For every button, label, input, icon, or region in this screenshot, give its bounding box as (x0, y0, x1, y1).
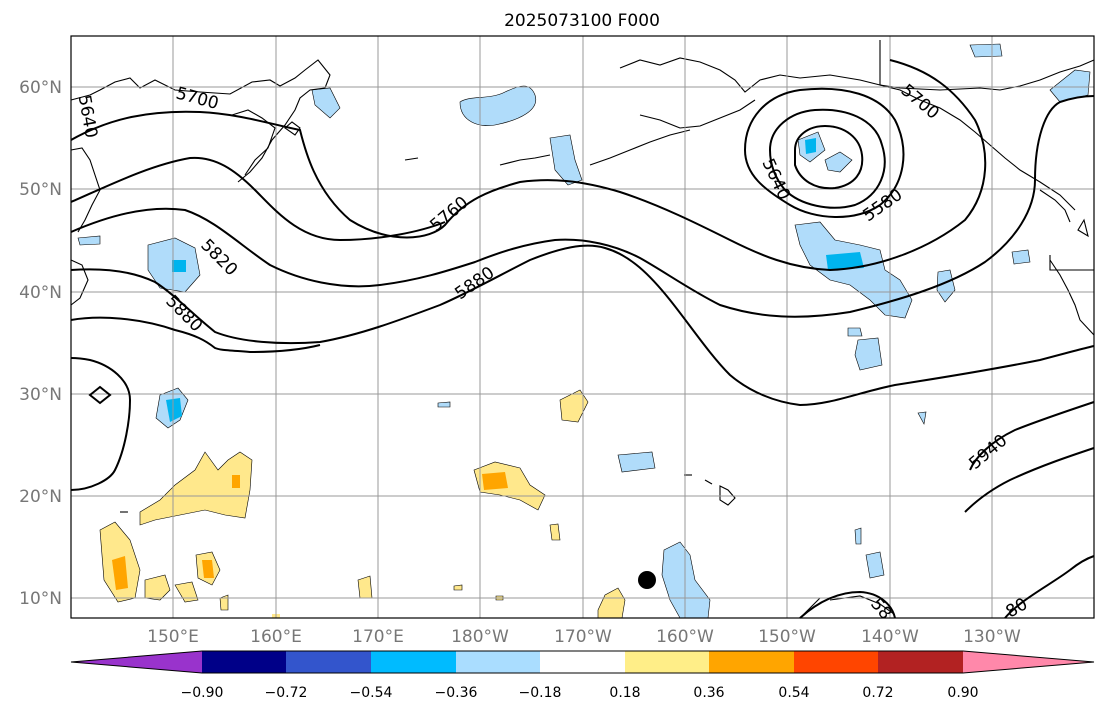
lat-tick-label: 20°N (19, 487, 62, 507)
shade-patch (854, 337, 883, 371)
lon-tick-label: 170°W (554, 627, 612, 647)
shade-patch (824, 151, 853, 173)
lon-tick-label: 130°W (963, 627, 1021, 647)
lat-axis: 10°N 20°N 30°N 40°N 50°N 60°N (19, 78, 62, 609)
shade-patch (202, 560, 214, 578)
shade-patch (482, 472, 508, 490)
shade-patch (865, 551, 885, 579)
shade-patch (172, 260, 186, 272)
map-frame (70, 35, 1095, 619)
shade-patch (232, 475, 240, 488)
lon-tick-label: 160°E (250, 627, 302, 647)
colorbar-extend-max (963, 651, 1094, 673)
colorbar-tick-label: 0.72 (862, 685, 893, 701)
shade-patch (549, 523, 561, 541)
colorbar-segment (794, 651, 878, 673)
location-marker (638, 571, 656, 589)
colorbar-tick-label: −0.72 (265, 685, 308, 701)
colorbar-segment (286, 651, 371, 673)
colorbar-tick-label: −0.90 (181, 685, 224, 701)
colorbar-labels: −0.90 −0.72 −0.54 −0.36 −0.18 0.18 0.36 … (181, 685, 979, 701)
shade-patch (617, 451, 656, 473)
shade-patch (805, 138, 816, 154)
shade-patch (459, 85, 537, 126)
shade-patch (139, 451, 253, 526)
lon-tick-label: 160°W (656, 627, 714, 647)
shade-patch (969, 43, 1003, 58)
colorbar-segment (878, 651, 963, 673)
colorbar-segment (371, 651, 456, 673)
colorbar-tick-label: 0.54 (778, 685, 809, 701)
lat-tick-label: 60°N (19, 78, 62, 98)
shading-layer (77, 43, 1091, 619)
colorbar-outline (70, 650, 1095, 674)
gridlines (71, 36, 1094, 618)
colorbar (70, 650, 1095, 674)
colorbar-segment (202, 651, 286, 673)
lon-axis: 150°E 160°E 170°E 180°W 170°W 160°W 150°… (147, 627, 1021, 647)
lat-tick-label: 50°N (19, 180, 62, 200)
lon-tick-label: 150°E (147, 627, 199, 647)
shade-patch (166, 398, 182, 422)
height-contours (70, 59, 1095, 619)
shade-patch (219, 594, 229, 611)
shade-patch (826, 252, 864, 270)
colorbar-extend-min (71, 651, 202, 673)
shade-patch (311, 87, 341, 119)
shade-patch (794, 221, 913, 319)
shade-patch (917, 411, 927, 425)
colorbar-tick-label: 0.36 (693, 685, 724, 701)
shade-patch (1049, 69, 1091, 103)
shade-patch (453, 584, 463, 591)
shade-patch (1011, 249, 1031, 265)
colorbar-segment (456, 651, 540, 673)
shade-patch (936, 269, 956, 303)
colorbar-tick-label: 0.90 (947, 685, 978, 701)
shade-patch (357, 575, 373, 599)
lon-tick-label: 140°W (861, 627, 919, 647)
shade-patch (112, 556, 128, 590)
shade-patch (144, 574, 171, 601)
map-title: 2025073100 F000 (504, 11, 660, 31)
shade-patch (549, 134, 583, 186)
lat-tick-label: 10°N (19, 589, 62, 609)
colorbar-segment (709, 651, 794, 673)
colorbar-segment (540, 651, 625, 673)
lon-tick-label: 150°W (758, 627, 816, 647)
shade-patch (174, 581, 199, 603)
shade-patch (77, 235, 101, 246)
map-panel: 5640 5700 5760 5820 5880 5700 5640 5580 … (70, 35, 1095, 624)
colorbar-tick-label: −0.18 (519, 685, 562, 701)
lat-tick-label: 30°N (19, 385, 62, 405)
shade-patch (854, 527, 862, 545)
colorbar-tick-label: −0.54 (350, 685, 393, 701)
lon-tick-label: 170°E (352, 627, 404, 647)
lat-tick-label: 40°N (19, 283, 62, 303)
lon-tick-label: 180°W (451, 627, 509, 647)
shade-patch (437, 401, 451, 408)
colorbar-tick-label: 0.18 (609, 685, 640, 701)
colorbar-segment (625, 651, 709, 673)
colorbar-tick-label: −0.36 (435, 685, 478, 701)
shade-patch (847, 327, 863, 337)
